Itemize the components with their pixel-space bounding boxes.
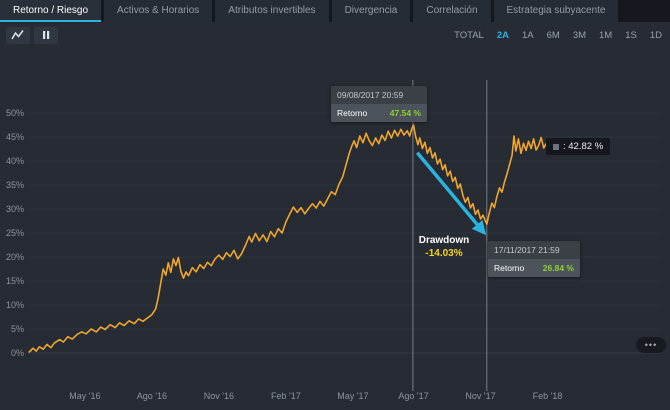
y-axis-label: 15% [5, 276, 24, 286]
range-1a[interactable]: 1A [521, 29, 534, 41]
drawdown-annotation: Drawdown -14.03% [413, 234, 475, 260]
line-style-button[interactable] [6, 26, 30, 44]
range-3m[interactable]: 3M [572, 29, 587, 41]
range-1m[interactable]: 1M [599, 29, 613, 41]
tooltip-trough-value: 26.84 % [542, 263, 574, 273]
x-axis-label: May '17 [337, 391, 369, 401]
tab-atributos-invertibles[interactable]: Atributos invertibles [215, 0, 329, 22]
y-axis-label: 10% [5, 300, 24, 310]
y-axis-label: 40% [5, 156, 24, 166]
x-axis-label: Nov '16 [203, 391, 234, 401]
tooltip-peak: 09/08/2017 20:59 Retorno 47.54 % [331, 86, 427, 122]
x-axis-label: Ago '16 [136, 391, 167, 401]
chart-tools [6, 26, 58, 44]
tooltip-trough: 17/11/2017 21:59 Retorno 26.84 % [488, 241, 580, 277]
range-selector: TOTAL 2A 1A 6M 3M 1M 1S 1D [454, 30, 662, 41]
y-axis-label: 30% [5, 204, 24, 214]
y-axis-label: 45% [5, 132, 24, 142]
series-marker-icon [553, 143, 559, 150]
pause-icon [43, 31, 50, 39]
x-axis-label: Feb '17 [270, 391, 301, 401]
y-axis-label: 5% [10, 324, 24, 334]
tooltip-peak-datetime: 09/08/2017 20:59 [331, 86, 427, 104]
chart-toolbar: TOTAL 2A 1A 6M 3M 1M 1S 1D [6, 25, 662, 45]
tooltip-trough-row: Retorno 26.84 % [488, 259, 580, 277]
x-axis-label: Ago '17 [398, 391, 429, 401]
range-total[interactable]: TOTAL [454, 29, 484, 41]
range-1s[interactable]: 1S [625, 29, 637, 41]
y-axis-label: 25% [5, 228, 24, 238]
line-chart-icon [11, 30, 24, 40]
tab-divergencia[interactable]: Divergencia [331, 0, 411, 22]
last-value-badge: : 42.82 % [546, 138, 611, 155]
tooltip-trough-label: Retorno [494, 263, 525, 273]
drawdown-label: Drawdown [418, 235, 470, 246]
y-axis-label: 35% [5, 180, 24, 190]
drawdown-value: -14.03% [425, 248, 463, 259]
x-axis-label: Nov '17 [465, 391, 496, 401]
tooltip-peak-row: Retorno 47.54 % [331, 104, 427, 122]
y-axis-label: 20% [5, 252, 24, 262]
top-navigation: Retorno / Riesgo Activos & Horarios Atribu… [0, 0, 670, 22]
pause-button[interactable] [34, 26, 58, 44]
range-6m[interactable]: 6M [546, 29, 560, 41]
tab-correlaci-n[interactable]: Correlación [413, 0, 491, 22]
tooltip-trough-datetime: 17/11/2017 21:59 [488, 241, 580, 259]
y-axis-label: 0% [10, 348, 24, 358]
tooltip-peak-label: Retorno [337, 108, 368, 118]
tab-retorno-riesgo[interactable]: Retorno / Riesgo [0, 0, 102, 22]
tooltip-peak-value: 47.54 % [389, 108, 421, 118]
range-1d[interactable]: 1D [649, 29, 662, 41]
tab-estrategia-subyacente[interactable]: Estrategia subyacente [493, 0, 619, 22]
y-axis-label: 50% [5, 108, 24, 118]
more-options-button[interactable]: ••• [636, 337, 666, 353]
last-value-text: : 42.82 % [563, 141, 604, 152]
x-axis-label: May '16 [69, 391, 101, 401]
nav-tabs: Retorno / Riesgo Activos & Horarios Atribu… [0, 0, 670, 22]
tab-activos-horarios[interactable]: Activos & Horarios [104, 0, 213, 22]
range-2a[interactable]: 2A [496, 29, 509, 41]
x-axis-label: Feb '18 [532, 391, 563, 401]
